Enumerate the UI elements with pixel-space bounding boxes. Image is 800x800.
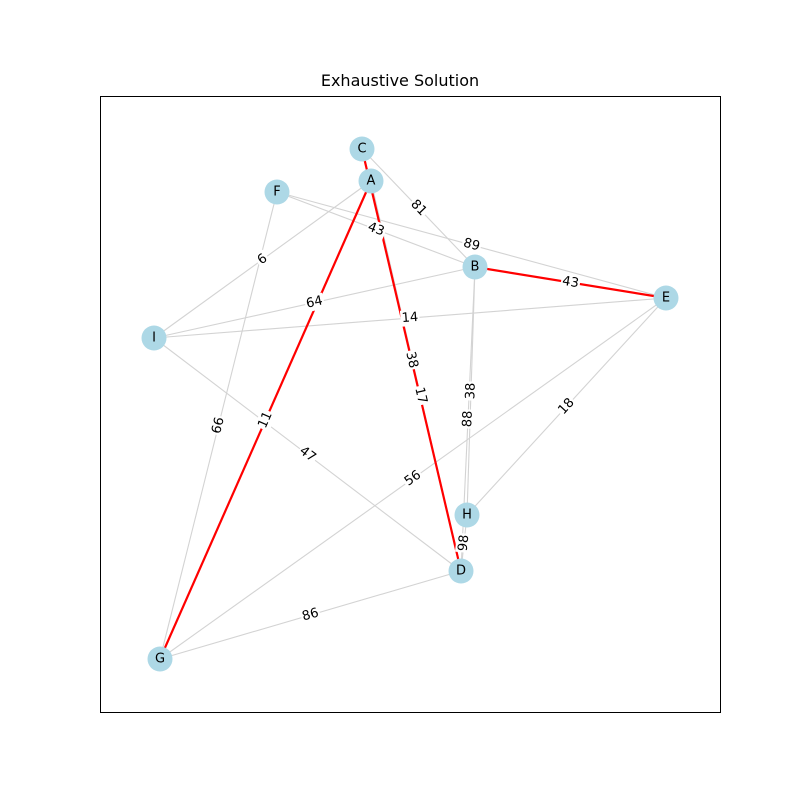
edge-label-background <box>364 218 388 241</box>
node-label-H: H <box>462 508 472 523</box>
node-label-D: D <box>456 564 466 579</box>
edge-label-group-G-D: 86 <box>299 604 322 626</box>
edge-label-background <box>455 532 473 554</box>
node-E <box>653 285 679 311</box>
node-label-E: E <box>662 291 670 306</box>
edge-label-group-E-H: 18 <box>554 394 579 419</box>
edge-weight-label: 66 <box>209 416 228 436</box>
node-label-F: F <box>273 185 280 200</box>
edge-label-group-I-E: 14 <box>399 309 421 327</box>
edge-label-background <box>554 394 579 419</box>
edge-weight-label: 47 <box>296 444 318 466</box>
edge-label-background <box>208 414 229 437</box>
edge-weight-label: 89 <box>462 236 482 255</box>
plot-frame <box>100 96 721 713</box>
nodes-layer: C A F B E I H D G <box>141 136 679 672</box>
edge-weight-label: 43 <box>366 220 387 240</box>
edge-label-background <box>400 466 426 491</box>
node-label-B: B <box>471 260 480 275</box>
edge-weight-label: 38 <box>402 350 420 370</box>
edge-label-background <box>299 604 322 626</box>
edge-label-group-C-D: 38 <box>401 348 422 372</box>
edge-label-group-A-I: 6 <box>253 249 272 270</box>
node-label-A: A <box>367 174 376 189</box>
edge-label-group-F-E: 89 <box>460 234 483 256</box>
edge-label-background <box>559 273 582 292</box>
node-label-G: G <box>155 652 165 667</box>
edge-label-background <box>401 348 422 372</box>
edge-weight-label: 56 <box>402 468 424 490</box>
edge-label-group-C-B: 81 <box>406 195 431 221</box>
edge-label-background <box>253 249 272 270</box>
edge-label-background <box>460 234 483 256</box>
edge-label-background <box>399 309 421 327</box>
edge-weight-label: 98 <box>456 534 473 552</box>
edge-labels-layer: 81 43 89 6 64 14 47 66 38 88 18 56 98 86 38 17 11 43 <box>208 195 582 626</box>
edge-label-background <box>462 381 480 401</box>
edge-label-group-I-D: 47 <box>295 442 320 467</box>
edge-label-group-H-D: 98 <box>455 532 473 554</box>
edge-label-background <box>459 409 477 429</box>
edge-label-background <box>295 442 320 467</box>
node-A <box>358 168 384 194</box>
edge-label-group-A-G: 11 <box>254 408 277 432</box>
node-label-C: C <box>357 142 366 157</box>
edge-weight-label: 64 <box>305 293 324 311</box>
edge-label-group-I-B: 64 <box>303 292 326 313</box>
node-label-I: I <box>152 331 156 346</box>
edge-weight-label: 11 <box>255 409 275 430</box>
edges-layer <box>153 148 667 660</box>
edge-label-group-B-E: 43 <box>559 273 582 292</box>
edge-weight-label: 43 <box>561 274 580 291</box>
node-F <box>264 179 290 205</box>
node-I <box>141 325 167 351</box>
edge-weight-label: 88 <box>460 410 476 427</box>
edge-label-group-F-G: 66 <box>208 414 229 437</box>
edge-label-group-E-G: 56 <box>400 466 426 491</box>
edge-weight-label: 14 <box>401 310 419 326</box>
edge-label-group-B-D: 88 <box>459 409 477 429</box>
edge-weight-label: 17 <box>411 386 429 405</box>
node-D <box>448 558 474 584</box>
edge-label-group-F-B: 43 <box>364 218 388 241</box>
node-C <box>349 136 375 162</box>
diagram-title: Exhaustive Solution <box>320 71 480 90</box>
edge-label-background <box>410 384 431 407</box>
edge-weight-label: 38 <box>463 382 479 399</box>
edge-label-group-A-D: 17 <box>410 384 431 407</box>
edge-label-group-B-H: 38 <box>462 381 480 401</box>
edge-label-background <box>254 408 277 432</box>
node-G <box>147 646 173 672</box>
edge-label-background <box>406 195 431 221</box>
node-B <box>462 254 488 280</box>
edge-weight-label: 86 <box>300 605 320 624</box>
node-H <box>454 502 480 528</box>
edge-label-background <box>303 292 326 313</box>
